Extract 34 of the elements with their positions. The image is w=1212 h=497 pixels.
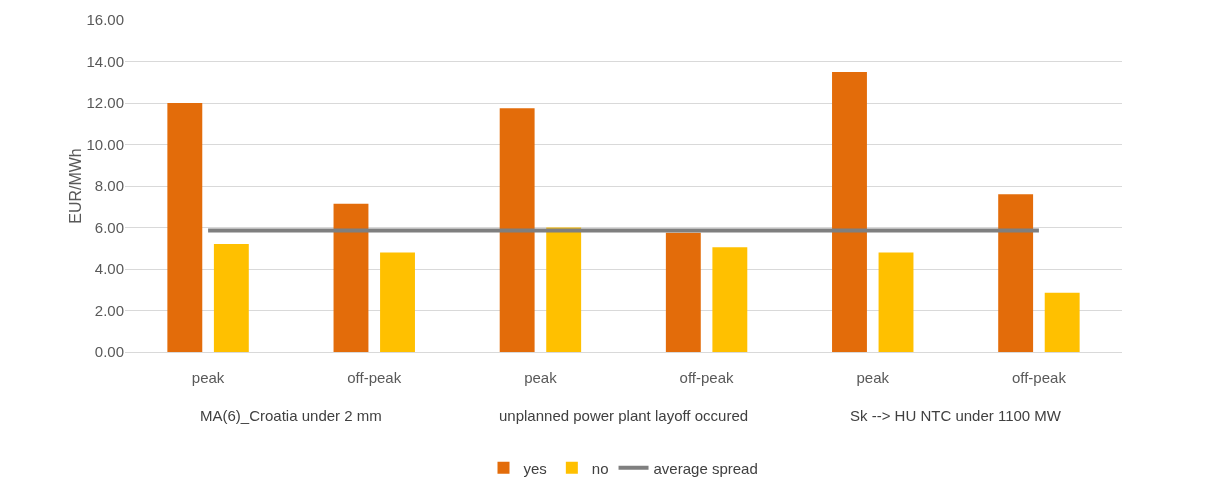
x-tick-label: peak (191, 369, 225, 386)
bar (213, 244, 249, 352)
legend-label: no (591, 459, 609, 477)
y-tick-label: 14.00 (86, 52, 124, 70)
text: MA(6)_Croatia under 2 mm (200, 407, 382, 424)
bar (878, 252, 914, 352)
bar (167, 103, 203, 352)
x-tick-label: off-peak (1011, 369, 1067, 386)
y-axis-title: EUR/MWh (67, 148, 85, 224)
bar (1044, 292, 1080, 352)
y-tick-label: 4.00 (94, 260, 124, 278)
y-tick-label: 16.00 (86, 11, 124, 29)
text: Sk --> HU NTC under 1100 MW (850, 407, 1062, 424)
y-tick-label: 2.00 (94, 301, 124, 319)
bar (712, 247, 748, 352)
y-tick-label: 0.00 (94, 343, 124, 361)
x-tick-label: off-peak (679, 369, 735, 386)
legend-label: average spread (653, 459, 758, 477)
x-tick-label: off-peak (347, 369, 402, 386)
bar (665, 232, 701, 352)
y-tick-label: 8.00 (94, 177, 124, 195)
y-tick-label: 6.00 (94, 218, 124, 236)
bar (998, 194, 1034, 352)
bar (333, 203, 369, 352)
bar (380, 252, 415, 352)
bar (499, 108, 535, 352)
bar (832, 71, 867, 352)
y-tick-label: 12.00 (86, 94, 124, 112)
legend-label: yes (523, 459, 547, 477)
x-tick-label: peak (524, 369, 558, 386)
text: unplanned power plant layoff occured (499, 407, 749, 424)
bar (546, 227, 582, 352)
x-tick-label: peak (856, 369, 890, 386)
y-tick-label: 10.00 (86, 135, 124, 153)
